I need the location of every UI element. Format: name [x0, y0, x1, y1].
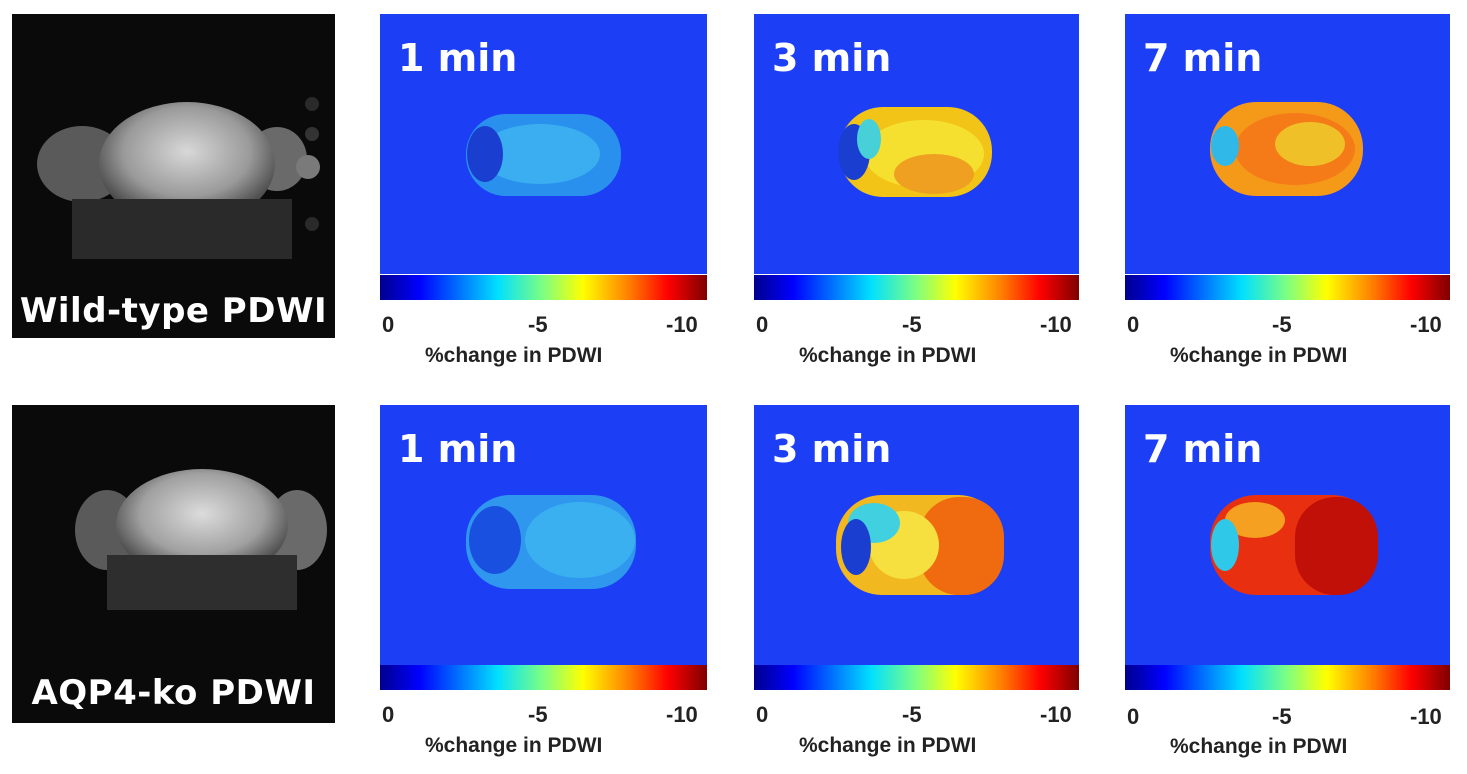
tick-minus-10: -10 [666, 312, 698, 337]
colorbar [1125, 275, 1450, 300]
aqp4-ko-mri-image: AQP4-ko PDWI [12, 405, 335, 723]
tick-minus-5: -5 [528, 312, 548, 337]
colorbar-label: %change in PDWI [1170, 735, 1348, 758]
colorbar [380, 665, 707, 690]
tick-minus-5: -5 [902, 312, 922, 337]
tick-0: 0 [1127, 312, 1140, 337]
tick-minus-5: -5 [1272, 312, 1292, 337]
time-label: 3 min [772, 36, 892, 80]
time-label: 7 min [1143, 427, 1263, 471]
time-label: 7 min [1143, 36, 1263, 80]
colorbar [754, 275, 1079, 300]
tick-0: 0 [1127, 704, 1140, 729]
tick-minus-10: -10 [1040, 312, 1072, 337]
brain-map-graphic [838, 107, 992, 197]
colorbar [380, 275, 707, 300]
pdwi-map-wt-1min: 1 min [380, 14, 707, 274]
colorbar-label: %change in PDWI [425, 734, 603, 757]
time-label: 1 min [398, 36, 518, 80]
tick-0: 0 [382, 702, 395, 727]
tick-minus-10: -10 [666, 702, 698, 727]
colorbar-label: %change in PDWI [425, 344, 603, 367]
colorbar-label: %change in PDWI [1170, 344, 1348, 367]
pdwi-map-wt-7min: 7 min [1125, 14, 1450, 274]
mri-label: Wild-type PDWI [19, 291, 328, 331]
tick-minus-10: -10 [1410, 704, 1442, 729]
time-label: 1 min [398, 427, 518, 471]
pdwi-map-ko-1min: 1 min [380, 405, 707, 665]
brain-map-graphic [1210, 495, 1378, 595]
tick-0: 0 [756, 702, 769, 727]
tick-minus-10: -10 [1040, 702, 1072, 727]
brain-map-graphic [466, 495, 636, 589]
pdwi-map-ko-7min: 7 min [1125, 405, 1450, 665]
brain-map-graphic [1210, 102, 1363, 196]
mri-label: AQP4-ko PDWI [31, 673, 316, 713]
pdwi-map-wt-3min: 3 min [754, 14, 1079, 274]
brain-map-graphic [466, 114, 621, 196]
brain-scan-graphic [37, 97, 320, 259]
tick-minus-5: -5 [902, 702, 922, 727]
pdwi-map-ko-3min: 3 min [754, 405, 1079, 665]
tick-minus-10: -10 [1410, 312, 1442, 337]
colorbar [1125, 665, 1450, 690]
tick-0: 0 [382, 312, 395, 337]
time-label: 3 min [772, 427, 892, 471]
tick-minus-5: -5 [528, 702, 548, 727]
colorbar [754, 665, 1079, 690]
wild-type-mri-image: Wild-type PDWI [12, 14, 335, 338]
colorbar-label: %change in PDWI [799, 344, 977, 367]
brain-map-graphic [836, 495, 1004, 595]
colorbar-label: %change in PDWI [799, 734, 977, 757]
brain-scan-graphic [75, 469, 327, 610]
tick-0: 0 [756, 312, 769, 337]
tick-minus-5: -5 [1272, 704, 1292, 729]
